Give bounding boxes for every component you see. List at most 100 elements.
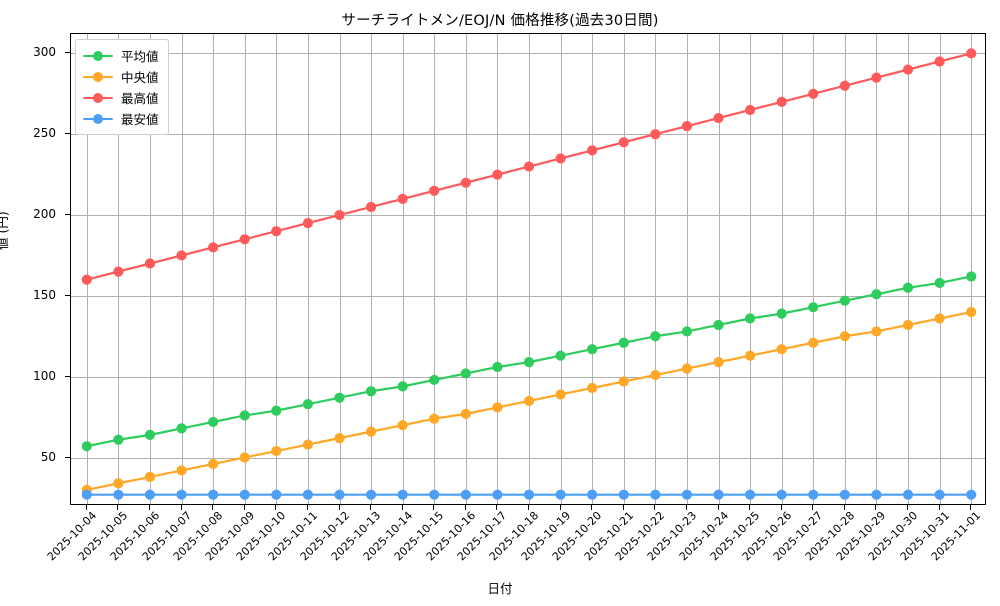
y-axis-tick: [65, 52, 70, 54]
data-point: [934, 277, 945, 289]
data-point: [966, 306, 977, 318]
x-axis-tick: [528, 505, 529, 510]
data-point: [239, 489, 250, 500]
data-point: [618, 489, 629, 500]
grid-line-vertical: [213, 34, 215, 504]
data-point: [144, 258, 156, 269]
x-axis-tick: [938, 505, 940, 510]
data-point: [144, 429, 156, 440]
x-axis-tick: [464, 505, 466, 510]
data-point: [492, 489, 503, 500]
y-axis-title: 値 (円): [0, 211, 10, 250]
data-point: [271, 226, 282, 237]
data-point: [271, 489, 282, 500]
legend-marker-icon: [83, 92, 113, 104]
x-axis-tick: [717, 505, 719, 510]
grid-line-vertical: [529, 34, 530, 504]
grid-line-vertical: [560, 34, 562, 504]
x-axis-tick: [654, 505, 656, 510]
data-point: [650, 369, 661, 381]
data-point: [523, 357, 535, 368]
grid-line-vertical: [750, 34, 752, 504]
grid-line-vertical: [655, 34, 657, 504]
x-axis-tick: [622, 505, 624, 510]
legend-item-2[interactable]: 中央値: [83, 66, 159, 87]
x-axis-tick: [117, 505, 119, 510]
data-point: [397, 420, 408, 431]
data-point: [650, 331, 661, 342]
grid-line-vertical: [781, 34, 783, 504]
x-axis-tick: [180, 505, 182, 510]
legend-item-1[interactable]: 平均値: [83, 45, 159, 66]
data-point: [397, 489, 408, 500]
data-point: [555, 389, 566, 400]
data-point: [365, 489, 377, 500]
grid-line-vertical: [718, 34, 720, 504]
x-axis-tick: [970, 505, 972, 510]
data-point: [839, 331, 850, 342]
series-3: [81, 48, 977, 285]
data-point: [302, 489, 313, 500]
grid-line-horizontal: [71, 53, 985, 55]
series-2: [81, 306, 977, 495]
data-point: [144, 471, 156, 482]
x-axis-tick: [907, 505, 908, 510]
x-axis-tick: [149, 505, 150, 510]
series-4: [81, 489, 977, 500]
data-point: [871, 489, 882, 500]
data-point: [713, 319, 724, 331]
data-point: [808, 489, 819, 500]
data-point: [429, 185, 440, 196]
y-tick-label: 150: [33, 287, 56, 302]
data-point: [966, 48, 977, 59]
data-point: [618, 137, 629, 148]
data-point: [618, 337, 629, 348]
data-point: [902, 319, 914, 331]
data-point: [555, 350, 566, 361]
chart-legend: 平均値 中央値 最高値最安値: [75, 39, 169, 135]
data-point: [745, 350, 756, 361]
data-point: [650, 489, 661, 500]
grid-line-horizontal: [71, 295, 985, 297]
y-axis-tick: [65, 375, 70, 377]
data-point: [681, 363, 693, 374]
series-layer: [81, 48, 977, 500]
x-axis-tick: [843, 505, 845, 510]
data-point: [587, 489, 598, 500]
x-axis-tick: [496, 505, 498, 510]
data-point: [745, 104, 756, 116]
grid-line-vertical: [339, 34, 341, 504]
grid-line-vertical: [276, 34, 278, 504]
grid-line-horizontal: [71, 457, 985, 459]
grid-line-vertical: [181, 34, 183, 504]
grid-line-vertical: [150, 34, 151, 504]
legend-label: 最安値: [121, 112, 159, 127]
data-point: [176, 465, 187, 476]
data-point: [429, 413, 440, 424]
data-point: [492, 361, 503, 373]
legend-item-3[interactable]: 最高値: [83, 87, 159, 108]
data-point: [239, 410, 250, 421]
data-point: [523, 489, 535, 500]
data-point: [113, 434, 124, 445]
y-tick-label: 300: [33, 45, 56, 60]
data-point: [365, 426, 377, 437]
grid-line-vertical: [876, 34, 878, 504]
grid-line-vertical: [497, 34, 499, 504]
x-axis-title: 日付: [487, 581, 513, 596]
x-axis-tick: [370, 505, 372, 510]
data-point: [144, 489, 156, 500]
y-tick-label: 50: [40, 449, 56, 464]
grid-line-vertical: [908, 34, 909, 504]
data-point: [334, 392, 345, 403]
grid-line-horizontal: [71, 134, 985, 136]
data-point: [81, 489, 92, 500]
data-point: [523, 395, 535, 407]
data-point: [587, 344, 598, 355]
x-axis-tick: [433, 505, 435, 510]
data-point: [681, 121, 693, 132]
data-point: [650, 129, 661, 140]
data-point: [839, 295, 850, 306]
legend-item-4[interactable]: 最安値: [83, 108, 159, 129]
